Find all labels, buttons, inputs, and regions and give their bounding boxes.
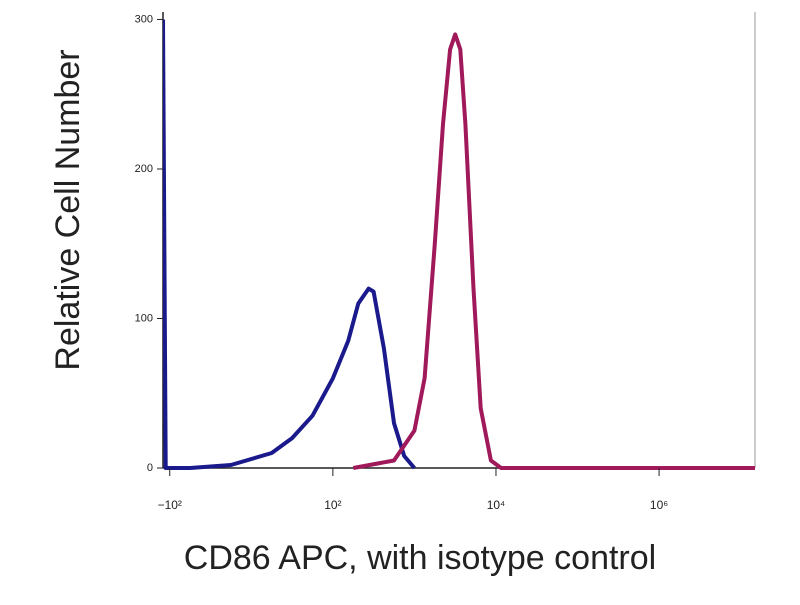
y-tick-label: 200 xyxy=(135,163,153,175)
series-line xyxy=(163,19,416,470)
y-tick-label: 0 xyxy=(147,462,153,474)
x-axis-label: CD86 APC, with isotype control xyxy=(184,539,656,577)
y-tick-label: 100 xyxy=(135,312,153,324)
x-tick-label: 10⁶ xyxy=(650,498,668,512)
x-tick-label: 10² xyxy=(324,498,341,512)
y-tick-label: 300 xyxy=(135,13,153,25)
plot-area xyxy=(163,19,755,470)
series-line xyxy=(352,32,755,470)
y-axis-label: Relative Cell Number xyxy=(49,49,87,370)
x-tick-label: 10⁴ xyxy=(487,498,506,512)
x-tick-label: −10² xyxy=(158,498,182,512)
